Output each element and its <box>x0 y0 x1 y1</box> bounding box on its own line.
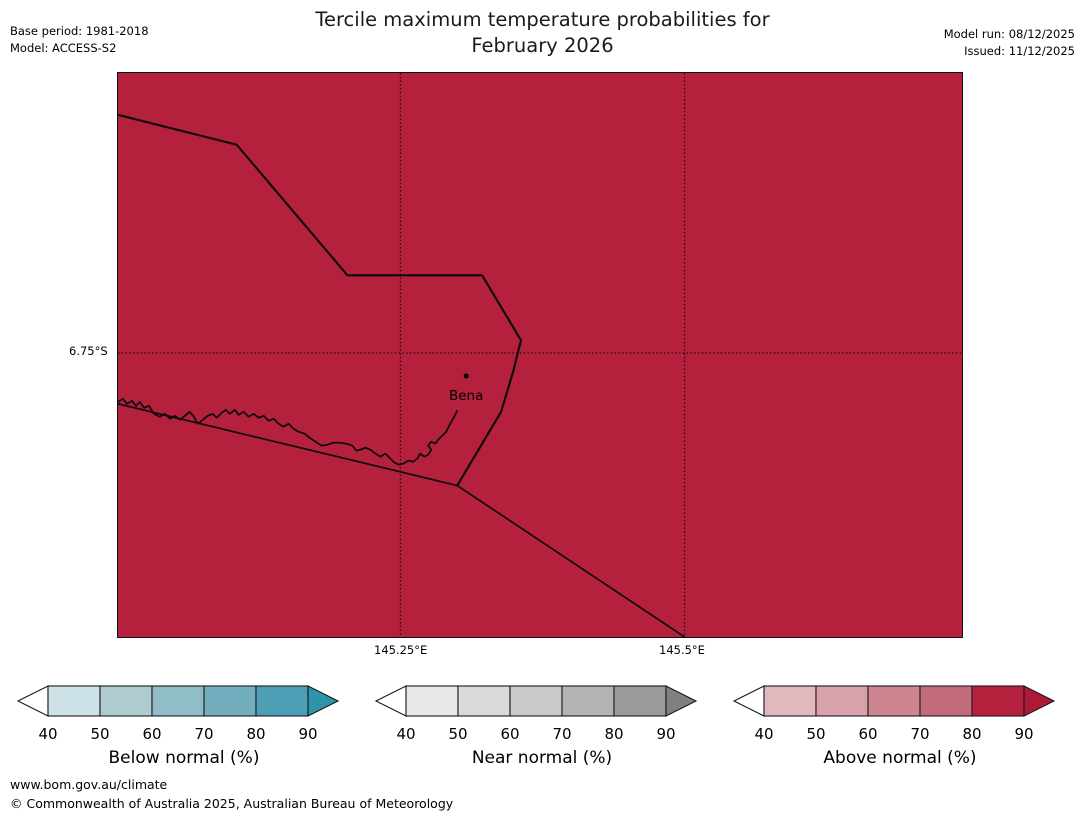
boundary-line-southeast <box>118 402 686 637</box>
colorbar-bin-70-80 <box>919 685 973 717</box>
place-label-bena: Bena <box>449 389 483 404</box>
colorbar-tick-90: 90 <box>656 725 676 743</box>
colorbar-tick-40: 40 <box>396 725 416 743</box>
map-panel[interactable]: Bena <box>117 72 963 638</box>
colorbar-near-normal-caption: Near normal (%) <box>471 748 613 768</box>
colorbar-below-normal-scale[interactable] <box>8 676 360 724</box>
colorbar-tick-50: 50 <box>806 725 826 743</box>
colorbar-bin-40-50 <box>763 685 817 717</box>
colorbar-tick-90: 90 <box>298 725 318 743</box>
metadata-left: Base period: 1981-2018 Model: ACCESS-S2 <box>10 23 149 57</box>
colorbar-bin-60-70 <box>509 685 563 717</box>
colorbar-under-arrow <box>374 685 407 717</box>
colorbar-tick-70: 70 <box>194 725 214 743</box>
axis-tick-latitude-6.75S: 6.75°S <box>69 344 108 358</box>
place-marker-bena[interactable] <box>463 373 469 379</box>
colorbar-tick-60: 60 <box>142 725 162 743</box>
colorbar-tick-90: 90 <box>1014 725 1034 743</box>
footer: www.bom.gov.au/climate © Commonwealth of… <box>10 775 453 813</box>
colorbar-bin-50-60 <box>99 685 153 717</box>
colorbar-tick-60: 60 <box>858 725 878 743</box>
probability-shading-above-normal <box>118 73 962 637</box>
model-text: Model: ACCESS-S2 <box>10 41 117 55</box>
page-title-line-2: February 2026 <box>471 34 614 57</box>
colorbar-bin-40-50 <box>405 685 459 717</box>
colorbar-over-arrow <box>1023 685 1056 717</box>
colorbar-bin-60-70 <box>867 685 921 717</box>
colorbar-over-arrow <box>665 685 698 717</box>
colorbar-near-normal-scale[interactable] <box>366 676 718 724</box>
map-canvas[interactable]: Bena <box>118 73 962 637</box>
colorbar-bin-70-80 <box>203 685 257 717</box>
colorbar-tick-80: 80 <box>962 725 982 743</box>
colorbar-bin-60-70 <box>151 685 205 717</box>
colorbar-tick-60: 60 <box>500 725 520 743</box>
colorbar-near-normal-segments <box>374 685 698 717</box>
colorbar-below-normal[interactable]: 40 50 60 70 80 90 Below normal (%) <box>8 676 360 768</box>
colorbar-below-normal-segments <box>16 685 340 717</box>
axis-tick-longitude-145.25E: 145.25°E <box>374 643 428 657</box>
colorbar-below-normal-ticks: 40 50 60 70 80 90 <box>8 725 360 745</box>
colorbar-above-normal-caption: Above normal (%) <box>823 748 977 768</box>
page-title: Tercile maximum temperature probabilitie… <box>0 7 1085 59</box>
colorbar-bin-80-90 <box>613 685 667 717</box>
colorbar-tick-40: 40 <box>754 725 774 743</box>
colorbar-tick-40: 40 <box>38 725 58 743</box>
colorbar-above-normal-ticks: 40 50 60 70 80 90 <box>724 725 1076 745</box>
colorbar-below-normal-caption: Below normal (%) <box>108 748 260 768</box>
colorbar-under-arrow <box>732 685 765 717</box>
axis-tick-longitude-145.5E: 145.5°E <box>659 643 705 657</box>
colorbar-near-normal-ticks: 40 50 60 70 80 90 <box>366 725 718 745</box>
boundary-line-north <box>118 113 519 336</box>
page-title-line-1: Tercile maximum temperature probabilitie… <box>315 8 770 31</box>
colorbar-above-normal-scale[interactable] <box>724 676 1076 724</box>
colorbar-over-arrow <box>307 685 340 717</box>
colorbar-tick-70: 70 <box>910 725 930 743</box>
model-run-text: Model run: 08/12/2025 <box>943 27 1075 41</box>
colorbar-bin-50-60 <box>457 685 511 717</box>
colorbar-under-arrow <box>16 685 49 717</box>
colorbar-bin-80-90 <box>255 685 309 717</box>
colorbar-above-normal[interactable]: 40 50 60 70 80 90 Above normal (%) <box>724 676 1076 768</box>
boundary-line-central <box>456 333 523 487</box>
colorbar-bin-50-60 <box>815 685 869 717</box>
colorbar-tick-70: 70 <box>552 725 572 743</box>
footer-copyright: © Commonwealth of Australia 2025, Austra… <box>10 796 454 811</box>
colorbar-tick-80: 80 <box>604 725 624 743</box>
colorbar-tick-50: 50 <box>448 725 468 743</box>
colorbar-tick-80: 80 <box>246 725 266 743</box>
footer-website[interactable]: www.bom.gov.au/climate <box>10 777 168 792</box>
base-period-text: Base period: 1981-2018 <box>10 24 149 38</box>
colorbar-bin-40-50 <box>47 685 101 717</box>
colorbar-bin-80-90 <box>971 685 1025 717</box>
colorbar-near-normal[interactable]: 40 50 60 70 80 90 Near normal (%) <box>366 676 718 768</box>
colorbar-above-normal-segments <box>732 685 1056 717</box>
colorbar-bin-70-80 <box>561 685 615 717</box>
colorbar-tick-50: 50 <box>90 725 110 743</box>
issued-text: Issued: 11/12/2025 <box>964 44 1075 58</box>
metadata-right: Model run: 08/12/2025 Issued: 11/12/2025 <box>944 26 1075 60</box>
